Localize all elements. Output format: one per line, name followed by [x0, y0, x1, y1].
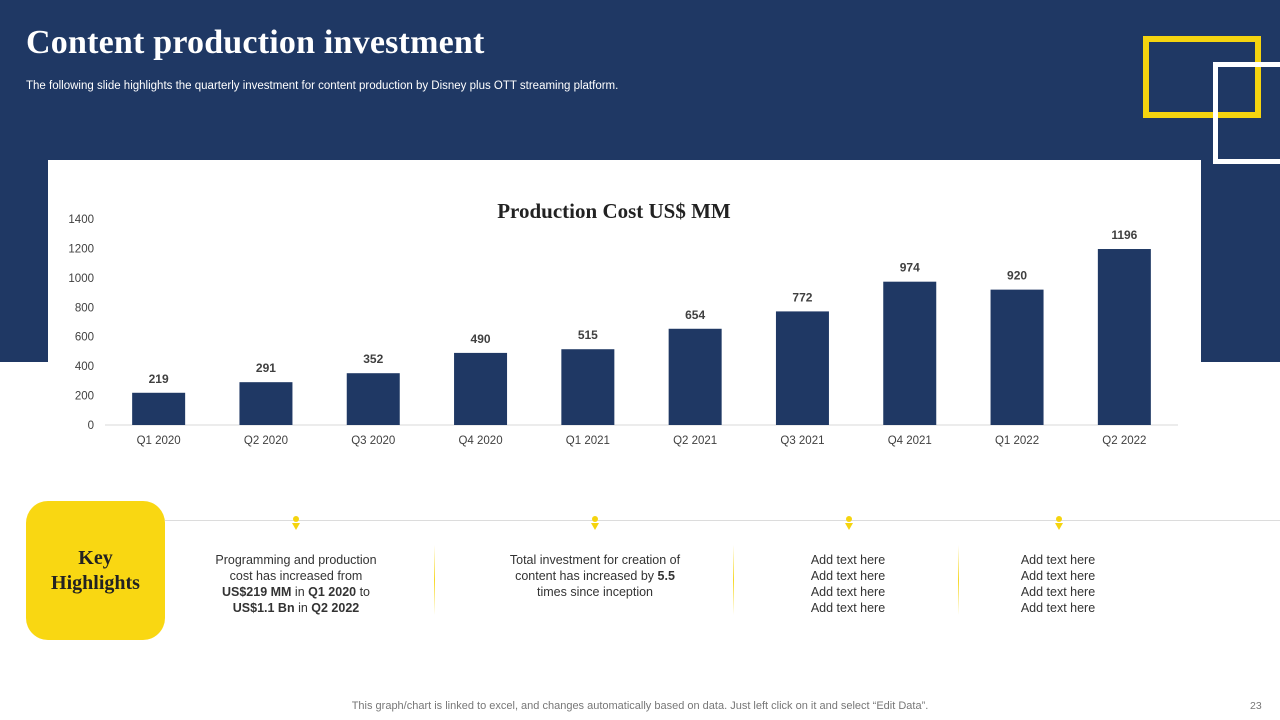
footer-note: This graph/chart is linked to excel, and…	[351, 700, 929, 712]
bar[interactable]	[990, 289, 1044, 425]
data-label: 515	[578, 328, 598, 342]
highlight-1-text: in	[291, 585, 309, 599]
highlight-item-3[interactable]: Add text here Add text here Add text her…	[778, 552, 918, 616]
placeholder-text[interactable]: Add text here	[1020, 569, 1096, 583]
key-highlights-heading-line2: Highlights	[51, 571, 140, 594]
highlight-1-line1: Programming and production	[215, 553, 377, 567]
highlight-item-2: Total investment for creation of content…	[490, 552, 700, 600]
bar[interactable]	[132, 392, 186, 425]
data-label: 654	[685, 308, 705, 322]
highlight-2-line1: Total investment for creation of	[509, 553, 681, 567]
highlight-2-multiplier: 5.5	[657, 569, 675, 583]
bar[interactable]	[346, 373, 400, 425]
slide-title: Content production investment	[26, 24, 485, 61]
x-tick-label: Q3 2020	[351, 435, 395, 447]
highlight-1-text: to	[356, 585, 371, 599]
y-tick-label: 0	[88, 420, 94, 432]
decorative-white-frame	[1213, 62, 1280, 164]
bar[interactable]	[239, 382, 293, 425]
placeholder-text[interactable]: Add text here	[810, 569, 886, 583]
y-axis: 0 200 400 600 800 1000 1200 1400	[68, 214, 94, 432]
chart-card[interactable]: Production Cost US$ MM 0 200 400 600 800 1000…	[48, 160, 1201, 460]
highlight-divider	[733, 545, 734, 615]
placeholder-text[interactable]: Add text here	[1020, 553, 1096, 567]
bar[interactable]	[1097, 249, 1151, 425]
key-highlights-heading-line1: Key	[78, 546, 113, 569]
highlight-1-value-start: US$219 MM	[221, 585, 292, 599]
data-label: 920	[1007, 269, 1027, 283]
bar[interactable]	[775, 311, 829, 425]
y-tick-label: 600	[75, 332, 94, 344]
highlight-1-text: in	[294, 601, 312, 615]
y-tick-label: 400	[75, 361, 94, 373]
y-tick-label: 1200	[68, 243, 94, 255]
highlight-2-line2: content has increased by	[515, 569, 658, 583]
y-tick-label: 1000	[68, 273, 94, 285]
highlight-item-1: Programming and production cost has incr…	[196, 552, 396, 616]
x-tick-label: Q3 2021	[780, 435, 824, 447]
data-label: 490	[471, 332, 491, 346]
bar-series: 219 Q1 2020 291 Q2 2020 352 Q3 2020 490 Q4 2020…	[132, 228, 1151, 447]
bar[interactable]	[454, 352, 508, 425]
x-tick-label: Q1 2020	[137, 435, 181, 447]
x-tick-label: Q4 2021	[888, 435, 932, 447]
data-label: 291	[256, 361, 276, 375]
x-tick-label: Q2 2021	[673, 435, 717, 447]
production-cost-chart[interactable]: Production Cost US$ MM 0 200 400 600 800 1000…	[48, 160, 1201, 460]
placeholder-text[interactable]: Add text here	[810, 585, 886, 599]
x-tick-label: Q1 2021	[566, 435, 610, 447]
placeholder-text[interactable]: Add text here	[1020, 601, 1096, 615]
highlights-timeline-line	[165, 520, 1280, 521]
placeholder-text[interactable]: Add text here	[810, 601, 886, 615]
chart-title: Production Cost US$ MM	[497, 199, 731, 223]
x-tick-label: Q1 2022	[995, 435, 1039, 447]
highlight-1-line2: cost has increased from	[229, 569, 363, 583]
highlight-1-value-end: US$1.1 Bn	[232, 601, 295, 615]
key-highlights-badge: Key Highlights	[26, 501, 165, 640]
key-highlights-heading: Key Highlights	[51, 546, 140, 596]
data-label: 219	[149, 372, 169, 386]
y-tick-label: 800	[75, 302, 94, 314]
slide-subtitle: The following slide highlights the quart…	[26, 80, 619, 92]
highlight-1-quarter-start: Q1 2020	[308, 585, 357, 599]
highlight-item-4[interactable]: Add text here Add text here Add text her…	[988, 552, 1128, 616]
y-tick-label: 1400	[68, 214, 94, 226]
placeholder-text[interactable]: Add text here	[810, 553, 886, 567]
highlight-2-line3: times since inception	[536, 585, 654, 599]
placeholder-text[interactable]: Add text here	[1020, 585, 1096, 599]
x-tick-label: Q2 2022	[1102, 435, 1146, 447]
data-label: 974	[900, 261, 920, 275]
bar[interactable]	[668, 328, 722, 425]
x-tick-label: Q4 2020	[458, 435, 502, 447]
data-label: 1196	[1111, 228, 1137, 242]
bar[interactable]	[883, 281, 937, 425]
page-number: 23	[1250, 700, 1262, 712]
bar[interactable]	[561, 349, 615, 425]
data-label: 352	[363, 352, 383, 366]
decorative-yellow-frame	[1143, 36, 1261, 118]
x-tick-label: Q2 2020	[244, 435, 288, 447]
highlight-1-quarter-end: Q2 2022	[311, 601, 360, 615]
data-label: 772	[792, 290, 812, 304]
y-tick-label: 200	[75, 391, 94, 403]
highlight-divider	[434, 545, 435, 615]
highlight-divider	[958, 545, 959, 615]
